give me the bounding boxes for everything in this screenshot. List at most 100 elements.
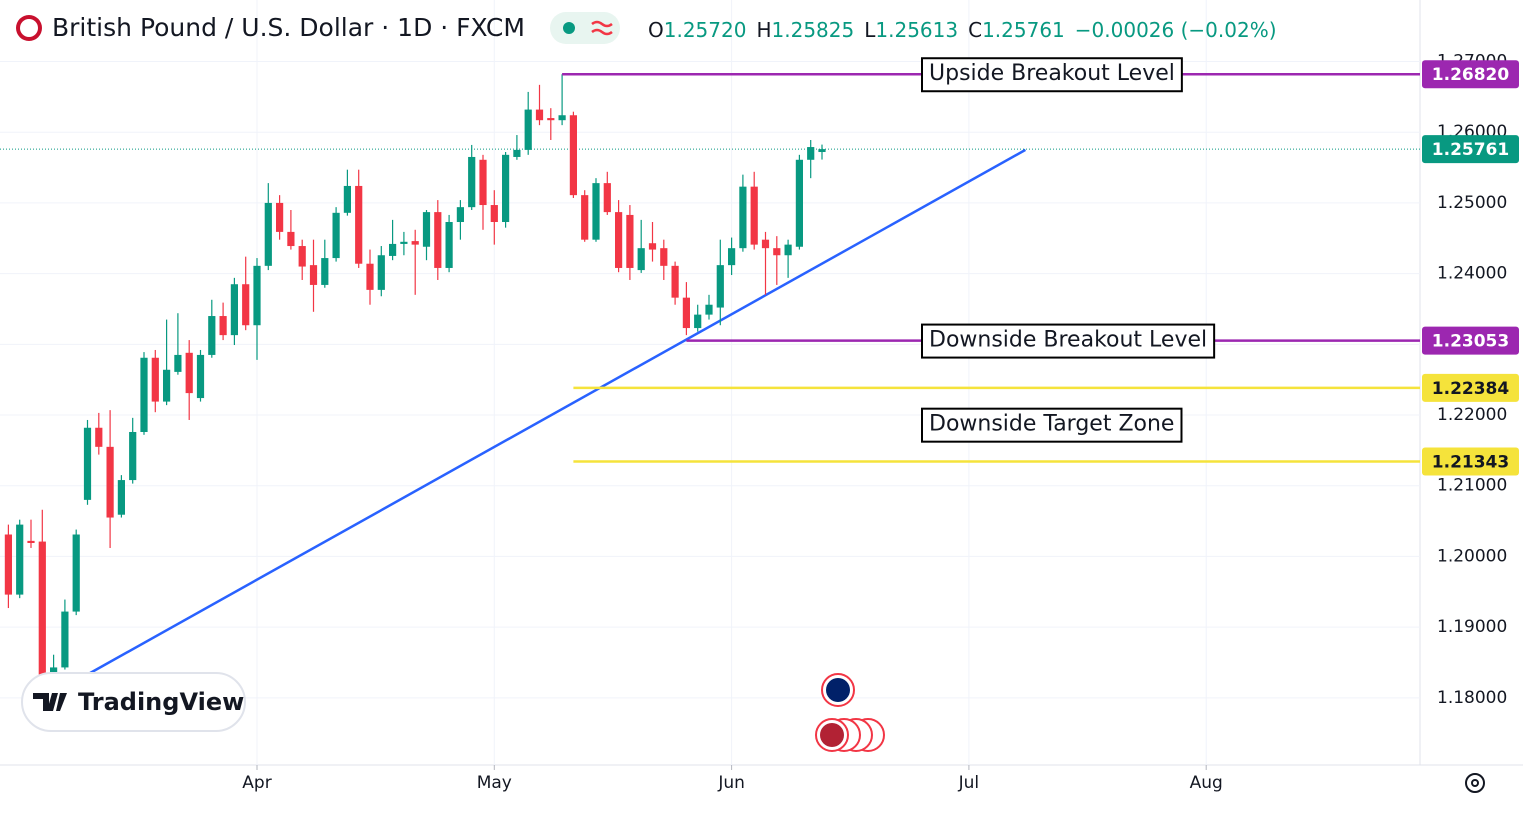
candle-body bbox=[389, 243, 397, 256]
candle-body bbox=[298, 246, 306, 267]
candle-body bbox=[739, 186, 747, 249]
candle-body bbox=[185, 352, 193, 394]
ohlc-value: 1.25613 bbox=[875, 18, 958, 42]
grid: 1.18000 1.19000 1.20000 1.21000 1.22000 1.230… bbox=[0, 0, 1523, 793]
candle-body bbox=[72, 534, 80, 612]
watermark-box bbox=[21, 672, 246, 732]
price-badge-label: 1.21343 bbox=[1432, 452, 1509, 472]
settings-icon bbox=[1471, 779, 1479, 787]
candle-body bbox=[807, 147, 815, 160]
x-tick-label: May bbox=[477, 773, 512, 793]
candle-body bbox=[230, 284, 238, 336]
price-badge-label: 1.23053 bbox=[1432, 332, 1509, 352]
candle-body bbox=[151, 357, 159, 402]
candle-body bbox=[117, 480, 125, 515]
candle-body bbox=[445, 222, 453, 268]
status-pill[interactable] bbox=[550, 12, 620, 44]
watermark-logo bbox=[33, 693, 67, 711]
settings-icon[interactable] bbox=[1465, 773, 1485, 793]
candle-body bbox=[637, 248, 645, 271]
y-tick-label: 1.20000 bbox=[1437, 546, 1507, 566]
candle-body bbox=[615, 212, 623, 268]
level-label-box bbox=[921, 57, 1183, 93]
candle-body bbox=[95, 427, 103, 447]
settings[interactable] bbox=[1465, 773, 1485, 793]
ohlc-value: 1.25825 bbox=[772, 18, 855, 42]
status-dot bbox=[563, 22, 575, 34]
x-tick-label: Apr bbox=[242, 773, 271, 793]
trendline bbox=[86, 148, 1027, 676]
candle-body bbox=[196, 354, 205, 399]
price-badge bbox=[1422, 135, 1519, 164]
candle-body bbox=[626, 214, 634, 268]
candle-body bbox=[592, 183, 600, 240]
zone-label: Downside Target Zone bbox=[929, 412, 1174, 437]
candle-body bbox=[16, 524, 24, 595]
ohlc-legend: O1.25720 H1.25825 L1.25613 C1.25761 −0.00026… bbox=[648, 18, 1277, 42]
ohlc-value: 1.25720 bbox=[664, 18, 747, 42]
candle-body bbox=[355, 185, 363, 264]
candle-body bbox=[705, 304, 713, 315]
candle-body bbox=[61, 611, 69, 668]
status-icon bbox=[591, 20, 613, 36]
symbol-title: British Pound / U.S. Dollar · 1D · FXCM bbox=[52, 13, 525, 42]
x-tick-label: Aug bbox=[1190, 773, 1223, 793]
candle-body bbox=[411, 241, 419, 245]
ohlc-label: O bbox=[648, 18, 664, 42]
symbol-icon bbox=[20, 19, 38, 37]
candle-body bbox=[242, 284, 250, 326]
candle-body bbox=[502, 154, 510, 223]
candle-body bbox=[761, 239, 770, 249]
candle-body bbox=[4, 534, 12, 595]
ohlc-label: H bbox=[756, 18, 771, 42]
price-badge-label: 1.25761 bbox=[1432, 140, 1509, 160]
change-value: −0.00026 (−0.02%) bbox=[1075, 18, 1277, 42]
price-badge bbox=[1422, 373, 1519, 402]
candle-body bbox=[795, 159, 803, 247]
price-badge bbox=[1422, 60, 1519, 89]
candle-body bbox=[456, 207, 464, 223]
candle-body bbox=[129, 431, 137, 481]
watermark-text: TradingView bbox=[78, 688, 244, 716]
candle-body bbox=[750, 186, 758, 245]
candle-body bbox=[163, 369, 171, 402]
candle-body bbox=[38, 541, 46, 675]
watermark: TradingView bbox=[21, 672, 246, 732]
header: British Pound / U.S. Dollar · 1D · FXCM … bbox=[16, 12, 1277, 44]
candle-body bbox=[434, 212, 442, 268]
candle-body bbox=[208, 316, 216, 355]
candle-body bbox=[106, 446, 114, 518]
candle-body bbox=[321, 258, 329, 285]
candle-body bbox=[694, 314, 702, 329]
ohlc-label: C bbox=[968, 18, 982, 42]
candle-body bbox=[603, 183, 611, 213]
candle-body bbox=[569, 115, 577, 196]
x-tick-label: Jul bbox=[958, 773, 980, 793]
candle-body bbox=[716, 265, 724, 308]
ohlc-label: L bbox=[864, 18, 876, 42]
y-tick-label: 1.21000 bbox=[1437, 476, 1507, 496]
candle-body bbox=[287, 231, 295, 247]
candle-body bbox=[682, 297, 690, 329]
candle-body bbox=[253, 265, 261, 326]
level-label: Upside Breakout Level bbox=[929, 61, 1175, 86]
candle-body bbox=[400, 241, 408, 244]
candle-body bbox=[524, 109, 532, 150]
candle-body bbox=[343, 185, 351, 213]
candle-body bbox=[309, 265, 318, 285]
candle-body bbox=[140, 357, 148, 432]
y-tick-label: 1.22000 bbox=[1437, 405, 1507, 425]
price-badge bbox=[1422, 447, 1519, 476]
events bbox=[815, 673, 885, 752]
candle-body bbox=[50, 667, 58, 675]
price-badge bbox=[1422, 326, 1519, 355]
candle-body bbox=[83, 427, 92, 500]
candle-body bbox=[818, 149, 826, 153]
candle-body bbox=[422, 212, 431, 247]
candle-body bbox=[660, 248, 668, 266]
y-tick-label: 1.19000 bbox=[1437, 617, 1507, 637]
candle-body bbox=[366, 263, 374, 290]
candle-body bbox=[547, 118, 555, 121]
candle-body bbox=[264, 202, 272, 266]
